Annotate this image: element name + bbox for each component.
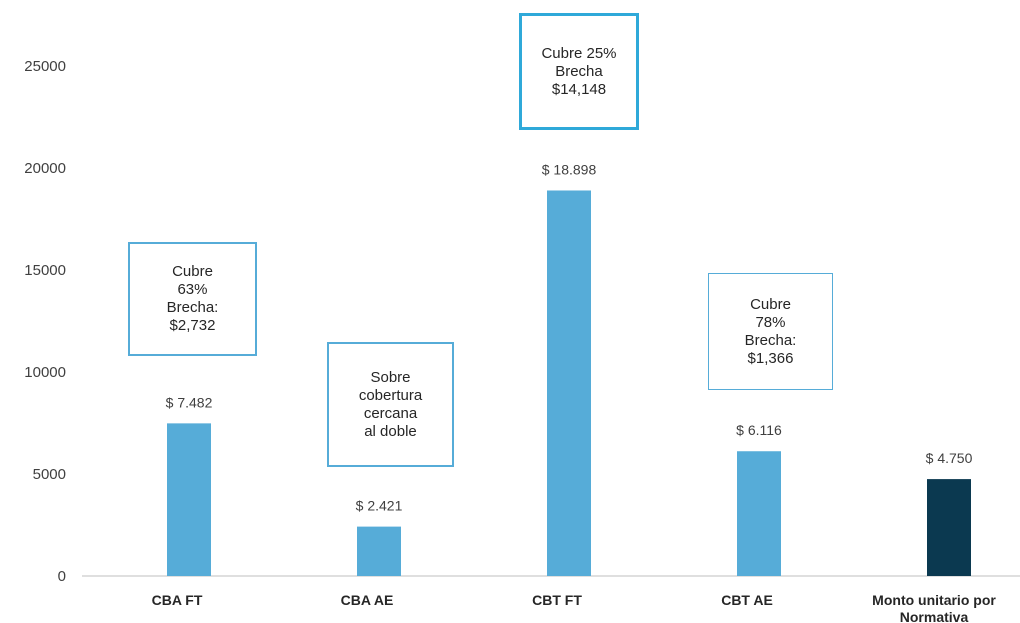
bar [927,479,971,576]
bar [357,526,401,576]
x-category-label: Monto unitario por [872,592,996,608]
bar [547,190,591,576]
data-labels-group: $ 7.482 $ 2.421 $ 18.898 $ 6.116 $ 4.750 [166,161,973,513]
annotation-line: Cubre 25% [541,44,617,62]
annotation-line: cobertura [358,386,423,404]
annotation-line: Brecha: [166,299,219,316]
bar [737,451,781,576]
x-category-label: CBT FT [532,592,582,608]
annotation-line: al doble [364,422,417,440]
y-tick-label: 10000 [24,364,66,381]
annotation-line: cercana [363,404,418,422]
annotation-line: $14,148 [551,80,607,98]
x-axis-categories: CBA FT CBA AE CBT FT CBT AE Monto unitario p… [152,592,997,623]
annotation-line: Sobre [370,368,411,386]
data-label: $ 6.116 [736,422,782,438]
annotation-line: $1,366 [747,349,794,367]
y-axis: 0 5000 10000 15000 20000 25000 [24,58,66,585]
y-tick-label: 15000 [24,262,66,279]
y-tick-label: 0 [58,568,66,585]
x-category-label: CBA FT [152,592,203,608]
annotation-line: Cubre [750,295,791,313]
annotation-line: Cubre [172,263,213,280]
bar [167,423,211,576]
y-tick-label: 20000 [24,160,66,177]
annotation-line: $2,732 [169,317,216,334]
annotation-box-cba-ft: Cubre 63% Brecha: $2,732 [128,242,257,356]
annotation-box-cbt-ft: Cubre 25% Brecha $14,148 [519,13,639,130]
annotation-line: 63% [177,281,208,298]
x-category-label: CBT AE [721,592,773,608]
x-category-label: CBA AE [341,592,394,608]
data-label: $ 2.421 [356,498,403,514]
y-tick-label: 25000 [24,58,66,75]
annotation-line: 78% [755,313,786,331]
data-label: $ 4.750 [926,450,973,466]
bars-group [167,190,971,576]
data-label: $ 7.482 [166,394,213,410]
annotation-box-cbt-ae: Cubre 78% Brecha: $1,366 [708,273,833,390]
x-category-label: Normativa [900,609,969,623]
annotation-box-cba-ae: Sobre cobertura cercana al doble [327,342,454,467]
annotation-line: Brecha [555,62,603,80]
data-label: $ 18.898 [542,161,597,177]
y-tick-label: 5000 [33,466,66,483]
annotation-line: Brecha: [744,331,797,349]
